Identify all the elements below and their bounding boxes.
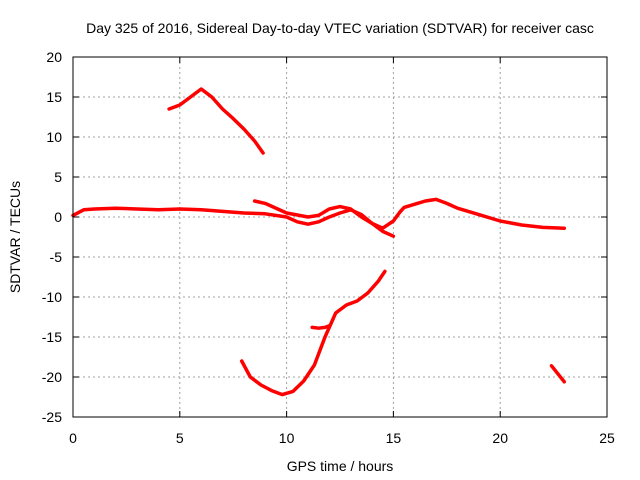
series-line-seg2 — [71, 206, 396, 238]
x-tick-labels: 0 5 10 15 20 25 — [69, 430, 615, 446]
x-axis-label: GPS time / hours — [287, 458, 394, 474]
y-tick-label: 0 — [54, 209, 62, 225]
series-group — [71, 87, 567, 397]
x-tick-label: 20 — [492, 430, 508, 446]
series-line-seg1 — [167, 87, 265, 155]
x-tick-label: 25 — [599, 430, 615, 446]
y-tick-label: -20 — [42, 369, 62, 385]
y-tick-label: 15 — [46, 89, 62, 105]
y-tick-label: -15 — [42, 329, 62, 345]
series-line-seg4 — [239, 269, 387, 397]
y-tick-label: -5 — [50, 249, 63, 265]
y-tick-label: -25 — [42, 409, 62, 425]
y-tick-label: 20 — [46, 49, 62, 65]
x-tick-label: 5 — [176, 430, 184, 446]
y-tick-label: -10 — [42, 289, 62, 305]
y-tick-label: 5 — [54, 169, 62, 185]
chart-title: Day 325 of 2016, Sidereal Day-to-day VTE… — [86, 20, 594, 36]
x-tick-label: 10 — [279, 430, 295, 446]
y-tick-label: 10 — [46, 129, 62, 145]
tick-marks — [72, 56, 608, 418]
plot-frame — [72, 56, 608, 418]
y-axis-label: SDTVAR / TECUs — [7, 181, 23, 293]
y-tick-labels: -25 -20 -15 -10 -5 0 5 10 15 20 — [42, 49, 62, 425]
series-line-seg3 — [252, 197, 567, 230]
series-line-seg5 — [310, 324, 332, 330]
x-tick-label: 15 — [386, 430, 402, 446]
series-line-seg6 — [549, 364, 567, 384]
x-tick-label: 0 — [69, 430, 77, 446]
grid-lines — [73, 57, 607, 417]
